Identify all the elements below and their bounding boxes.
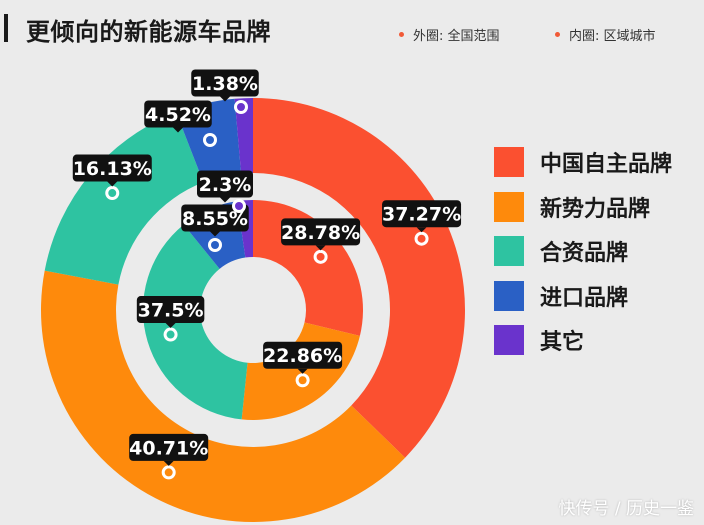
inner-data-label-domestic: 28.78%: [281, 218, 361, 264]
outer-data-label-import: 4.52%: [144, 100, 217, 147]
title-accent-bar: [4, 14, 8, 42]
legend-item-domestic: 中国自主品牌: [494, 140, 672, 185]
outer-ring-note: 外圈: 全国范围: [399, 25, 500, 44]
legend-label: 进口品牌: [540, 285, 629, 311]
legend-item-import: 进口品牌: [494, 274, 672, 319]
legend-label: 合资品牌: [540, 241, 629, 267]
inner-note-text: 内圈: 区域城市: [569, 29, 656, 44]
data-label-box: [191, 69, 259, 97]
outer-data-label-new-force: 40.71%: [129, 433, 209, 480]
legend-item-new-force: 新势力品牌: [494, 185, 672, 230]
outer-data-label-joint-venture: 16.13%: [72, 154, 152, 201]
outer-slice-joint-venture: [44, 112, 204, 285]
data-label-text: 2.3%: [199, 174, 252, 196]
legend-swatch: [494, 280, 524, 311]
data-label-box: [281, 218, 361, 246]
outer-slice-other: [234, 98, 253, 174]
data-label-text: 28.78%: [281, 222, 360, 244]
data-label-text: 1.38%: [192, 73, 258, 95]
data-label-text: 37.5%: [138, 300, 204, 322]
data-label-box: [136, 296, 205, 324]
data-label-box: [197, 170, 253, 198]
outer-note-text: 外圈: 全国范围: [413, 29, 500, 44]
legend-label: 其它: [540, 330, 585, 356]
inner-data-label-import: 8.55%: [181, 204, 249, 252]
legend-label: 中国自主品牌: [540, 152, 673, 178]
data-label-box: [72, 154, 152, 182]
chart-legend: 中国自主品牌 新势力品牌合资品牌进口品牌其它: [494, 140, 672, 363]
legend-swatch: [494, 147, 524, 178]
chart-title: 更倾向的新能源车品牌: [26, 18, 271, 46]
inner-note-dot: [555, 32, 560, 37]
data-label-text: 22.86%: [263, 345, 342, 367]
outer-data-label-other: 1.38%: [191, 69, 259, 114]
outer-data-label-domestic: 37.27%: [382, 200, 461, 246]
data-label-text: 4.52%: [145, 104, 211, 126]
data-label-box: [263, 341, 343, 369]
legend-swatch: [494, 236, 524, 267]
legend-swatch: [494, 191, 524, 222]
inner-data-label-new-force: 22.86%: [263, 341, 343, 388]
outer-slice-domestic: [253, 98, 465, 458]
data-label-box: [181, 204, 249, 232]
data-label-box: [382, 200, 462, 228]
legend-item-other: 其它: [494, 318, 672, 363]
data-label-box: [144, 100, 212, 128]
legend-item-joint-venture: 合资品牌: [494, 229, 672, 274]
inner-slice-domestic: [253, 200, 364, 336]
outer-note-dot: [399, 32, 404, 37]
inner-data-label-joint-venture: 37.5%: [136, 296, 205, 342]
inner-ring-note: 内圈: 区域城市: [555, 25, 656, 44]
legend-label: 新势力品牌: [540, 196, 651, 222]
inner-data-label-other: 2.3%: [197, 170, 253, 213]
data-label-text: 40.71%: [129, 437, 208, 459]
legend-swatch: [494, 325, 524, 356]
watermark: 快传号 / 历史一鉴: [558, 499, 694, 519]
data-label-text: 16.13%: [73, 158, 152, 180]
data-label-box: [129, 433, 209, 461]
data-label-text: 8.55%: [182, 208, 248, 230]
data-label-text: 37.27%: [382, 204, 461, 226]
